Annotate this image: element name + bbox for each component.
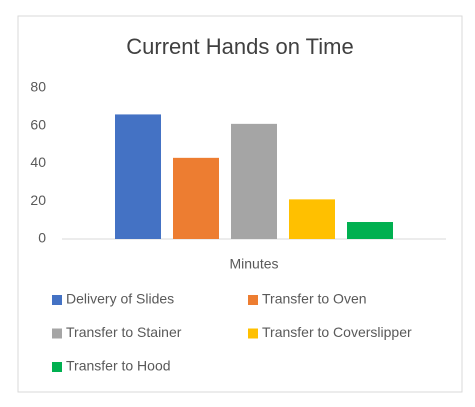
bar (289, 199, 335, 239)
y-tick-label: 0 (38, 230, 46, 246)
bar (231, 123, 277, 239)
legend-swatch (52, 362, 62, 372)
legend-swatch (248, 328, 258, 339)
chart-title: Current Hands on Time (126, 34, 353, 59)
x-tick-label: Minutes (229, 256, 278, 272)
y-tick-label: 40 (30, 154, 46, 170)
legend-label: Delivery of Slides (66, 291, 174, 307)
y-tick-label: 60 (30, 116, 46, 132)
legend-swatch (248, 295, 258, 305)
legend-swatch (52, 328, 62, 339)
legend-label: Transfer to Oven (262, 291, 367, 307)
y-tick-label: 80 (30, 79, 46, 95)
legend-label: Transfer to Stainer (66, 324, 182, 340)
bar (173, 157, 219, 239)
y-tick-label: 20 (30, 192, 46, 208)
legend-swatch (52, 295, 62, 305)
legend-label: Transfer to Coverslipper (262, 324, 412, 340)
bar (347, 222, 393, 239)
legend-label: Transfer to Hood (66, 358, 171, 374)
bar (115, 114, 161, 239)
